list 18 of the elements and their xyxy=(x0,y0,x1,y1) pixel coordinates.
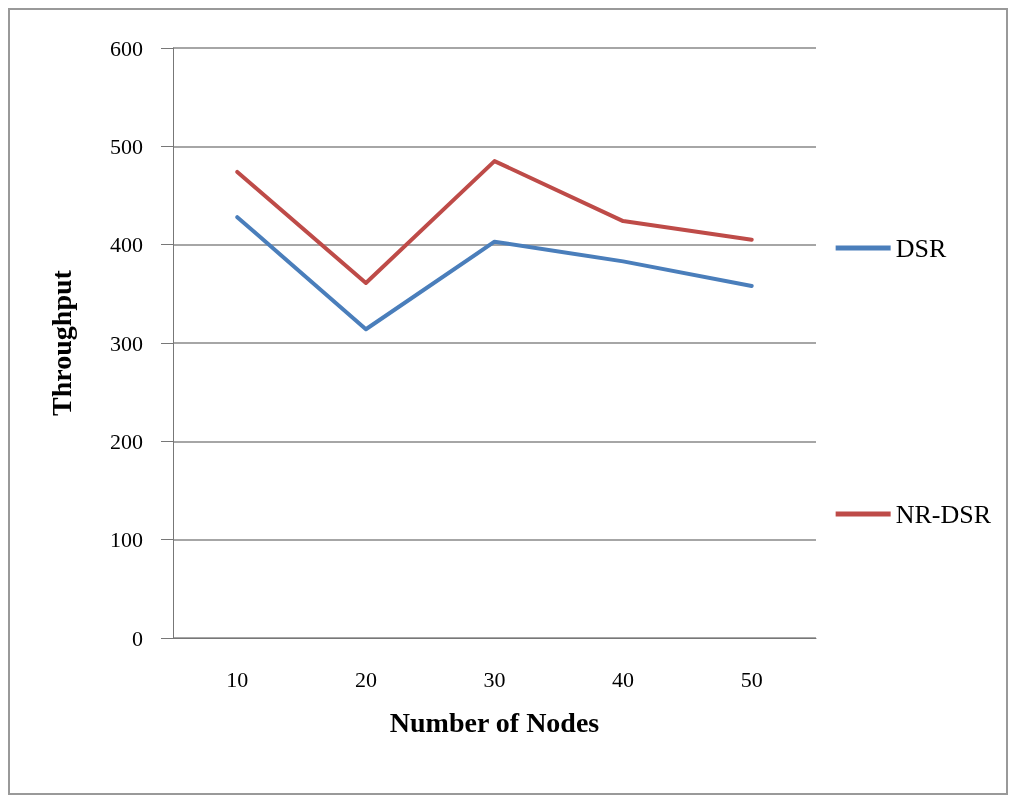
legend-label: DSR xyxy=(895,233,947,263)
y-tick-label: 500 xyxy=(110,133,143,159)
x-tick-label: 10 xyxy=(226,666,249,692)
y-tick-label: 400 xyxy=(110,232,143,258)
y-tick-label: 200 xyxy=(110,428,143,454)
y-tick-label: 100 xyxy=(110,527,143,553)
x-axis-title: Number of Nodes xyxy=(389,706,600,738)
y-tick-label: 0 xyxy=(132,625,143,651)
y-tick-label: 300 xyxy=(110,330,143,356)
y-axis-title: Throughput xyxy=(45,269,77,416)
x-tick-label: 30 xyxy=(483,666,506,692)
line-series xyxy=(235,215,754,332)
y-tick-label: 600 xyxy=(110,35,143,61)
x-tick-label: 20 xyxy=(354,666,377,692)
legend-label: NR-DSR xyxy=(895,499,992,529)
x-tick-label: 40 xyxy=(612,666,635,692)
line-series xyxy=(235,159,754,286)
x-tick-label: 50 xyxy=(740,666,763,692)
